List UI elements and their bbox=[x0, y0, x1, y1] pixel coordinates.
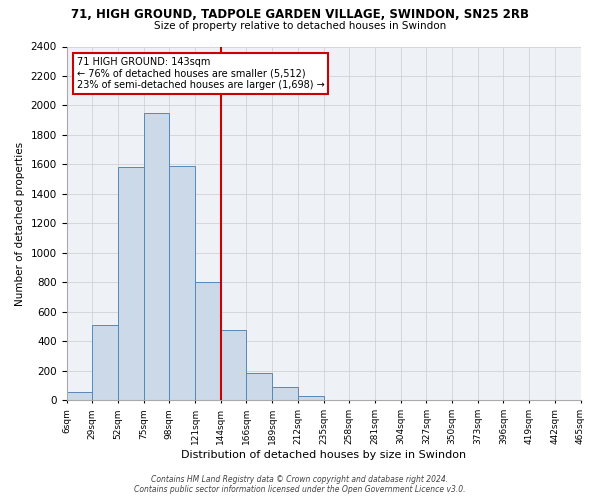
Bar bbox=[221, 330, 247, 400]
Bar bbox=[67, 392, 92, 400]
Text: Size of property relative to detached houses in Swindon: Size of property relative to detached ho… bbox=[154, 21, 446, 31]
X-axis label: Distribution of detached houses by size in Swindon: Distribution of detached houses by size … bbox=[181, 450, 466, 460]
Y-axis label: Number of detached properties: Number of detached properties bbox=[15, 142, 25, 306]
Bar bbox=[118, 168, 143, 400]
Bar bbox=[247, 373, 272, 400]
Bar bbox=[92, 325, 118, 400]
Bar bbox=[195, 282, 221, 401]
Bar bbox=[272, 387, 298, 400]
Text: 71, HIGH GROUND, TADPOLE GARDEN VILLAGE, SWINDON, SN25 2RB: 71, HIGH GROUND, TADPOLE GARDEN VILLAGE,… bbox=[71, 8, 529, 20]
Text: 71 HIGH GROUND: 143sqm
← 76% of detached houses are smaller (5,512)
23% of semi-: 71 HIGH GROUND: 143sqm ← 76% of detached… bbox=[77, 57, 325, 90]
Text: Contains HM Land Registry data © Crown copyright and database right 2024.
Contai: Contains HM Land Registry data © Crown c… bbox=[134, 474, 466, 494]
Bar bbox=[143, 113, 169, 401]
Bar bbox=[169, 166, 195, 400]
Bar bbox=[298, 396, 323, 400]
